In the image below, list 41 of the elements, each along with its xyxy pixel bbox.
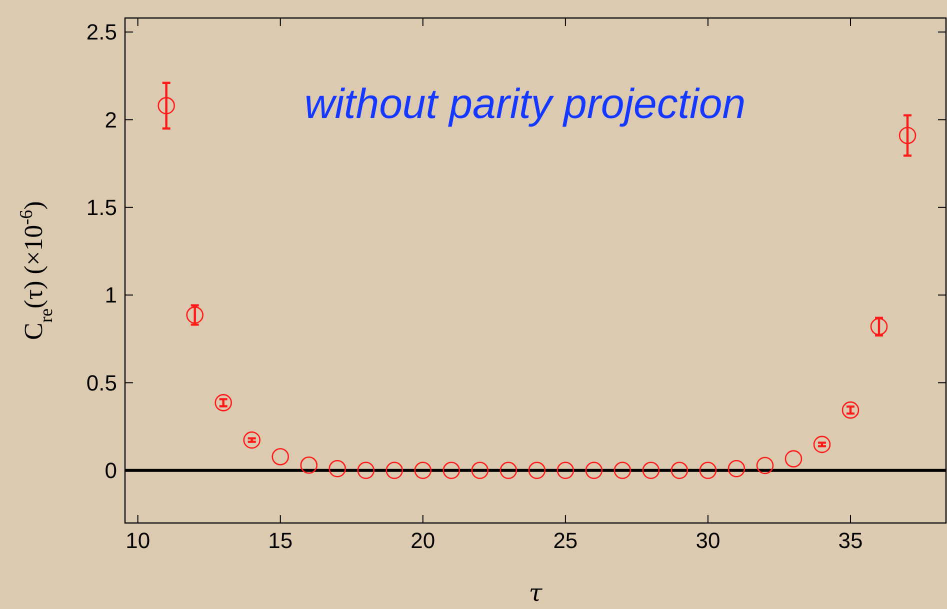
y-tick-label: 0: [104, 458, 117, 484]
point: [699, 462, 717, 480]
point: [243, 431, 261, 449]
annotation: without parity projection: [304, 80, 746, 127]
x-tick-label: 30: [696, 528, 720, 553]
point: [500, 462, 518, 480]
point: [642, 462, 660, 480]
point: [528, 462, 546, 480]
point: [214, 394, 232, 412]
point: [386, 462, 404, 480]
point: [442, 462, 460, 480]
point: [756, 456, 774, 474]
point: [414, 462, 432, 480]
point: [728, 460, 746, 478]
point: [300, 456, 318, 474]
point: [842, 401, 860, 419]
point: [614, 462, 632, 480]
point: [670, 462, 688, 480]
x-tick-label: 25: [553, 528, 578, 553]
point: [471, 462, 489, 480]
x-tick-label: 10: [126, 528, 150, 553]
y-tick-label: 2: [104, 107, 117, 132]
point: [556, 462, 574, 480]
point: [585, 462, 603, 480]
y-tick-label: 1: [104, 282, 117, 308]
point: [898, 126, 916, 144]
x-tick-label: 15: [268, 528, 293, 553]
y-tick-label: 1.5: [86, 195, 117, 220]
point: [186, 306, 204, 324]
y-tick-label: 2.5: [86, 20, 117, 45]
point: [328, 460, 346, 478]
point: [272, 448, 290, 466]
point: [813, 436, 831, 454]
point: [784, 450, 802, 468]
x-axis-title: τ: [528, 579, 543, 607]
x-tick-label: 20: [410, 528, 436, 553]
point: [158, 97, 175, 114]
x-tick-label: 35: [838, 528, 863, 553]
y-tick-label: 0.5: [86, 370, 117, 396]
point: [870, 318, 888, 336]
point: [357, 462, 375, 480]
